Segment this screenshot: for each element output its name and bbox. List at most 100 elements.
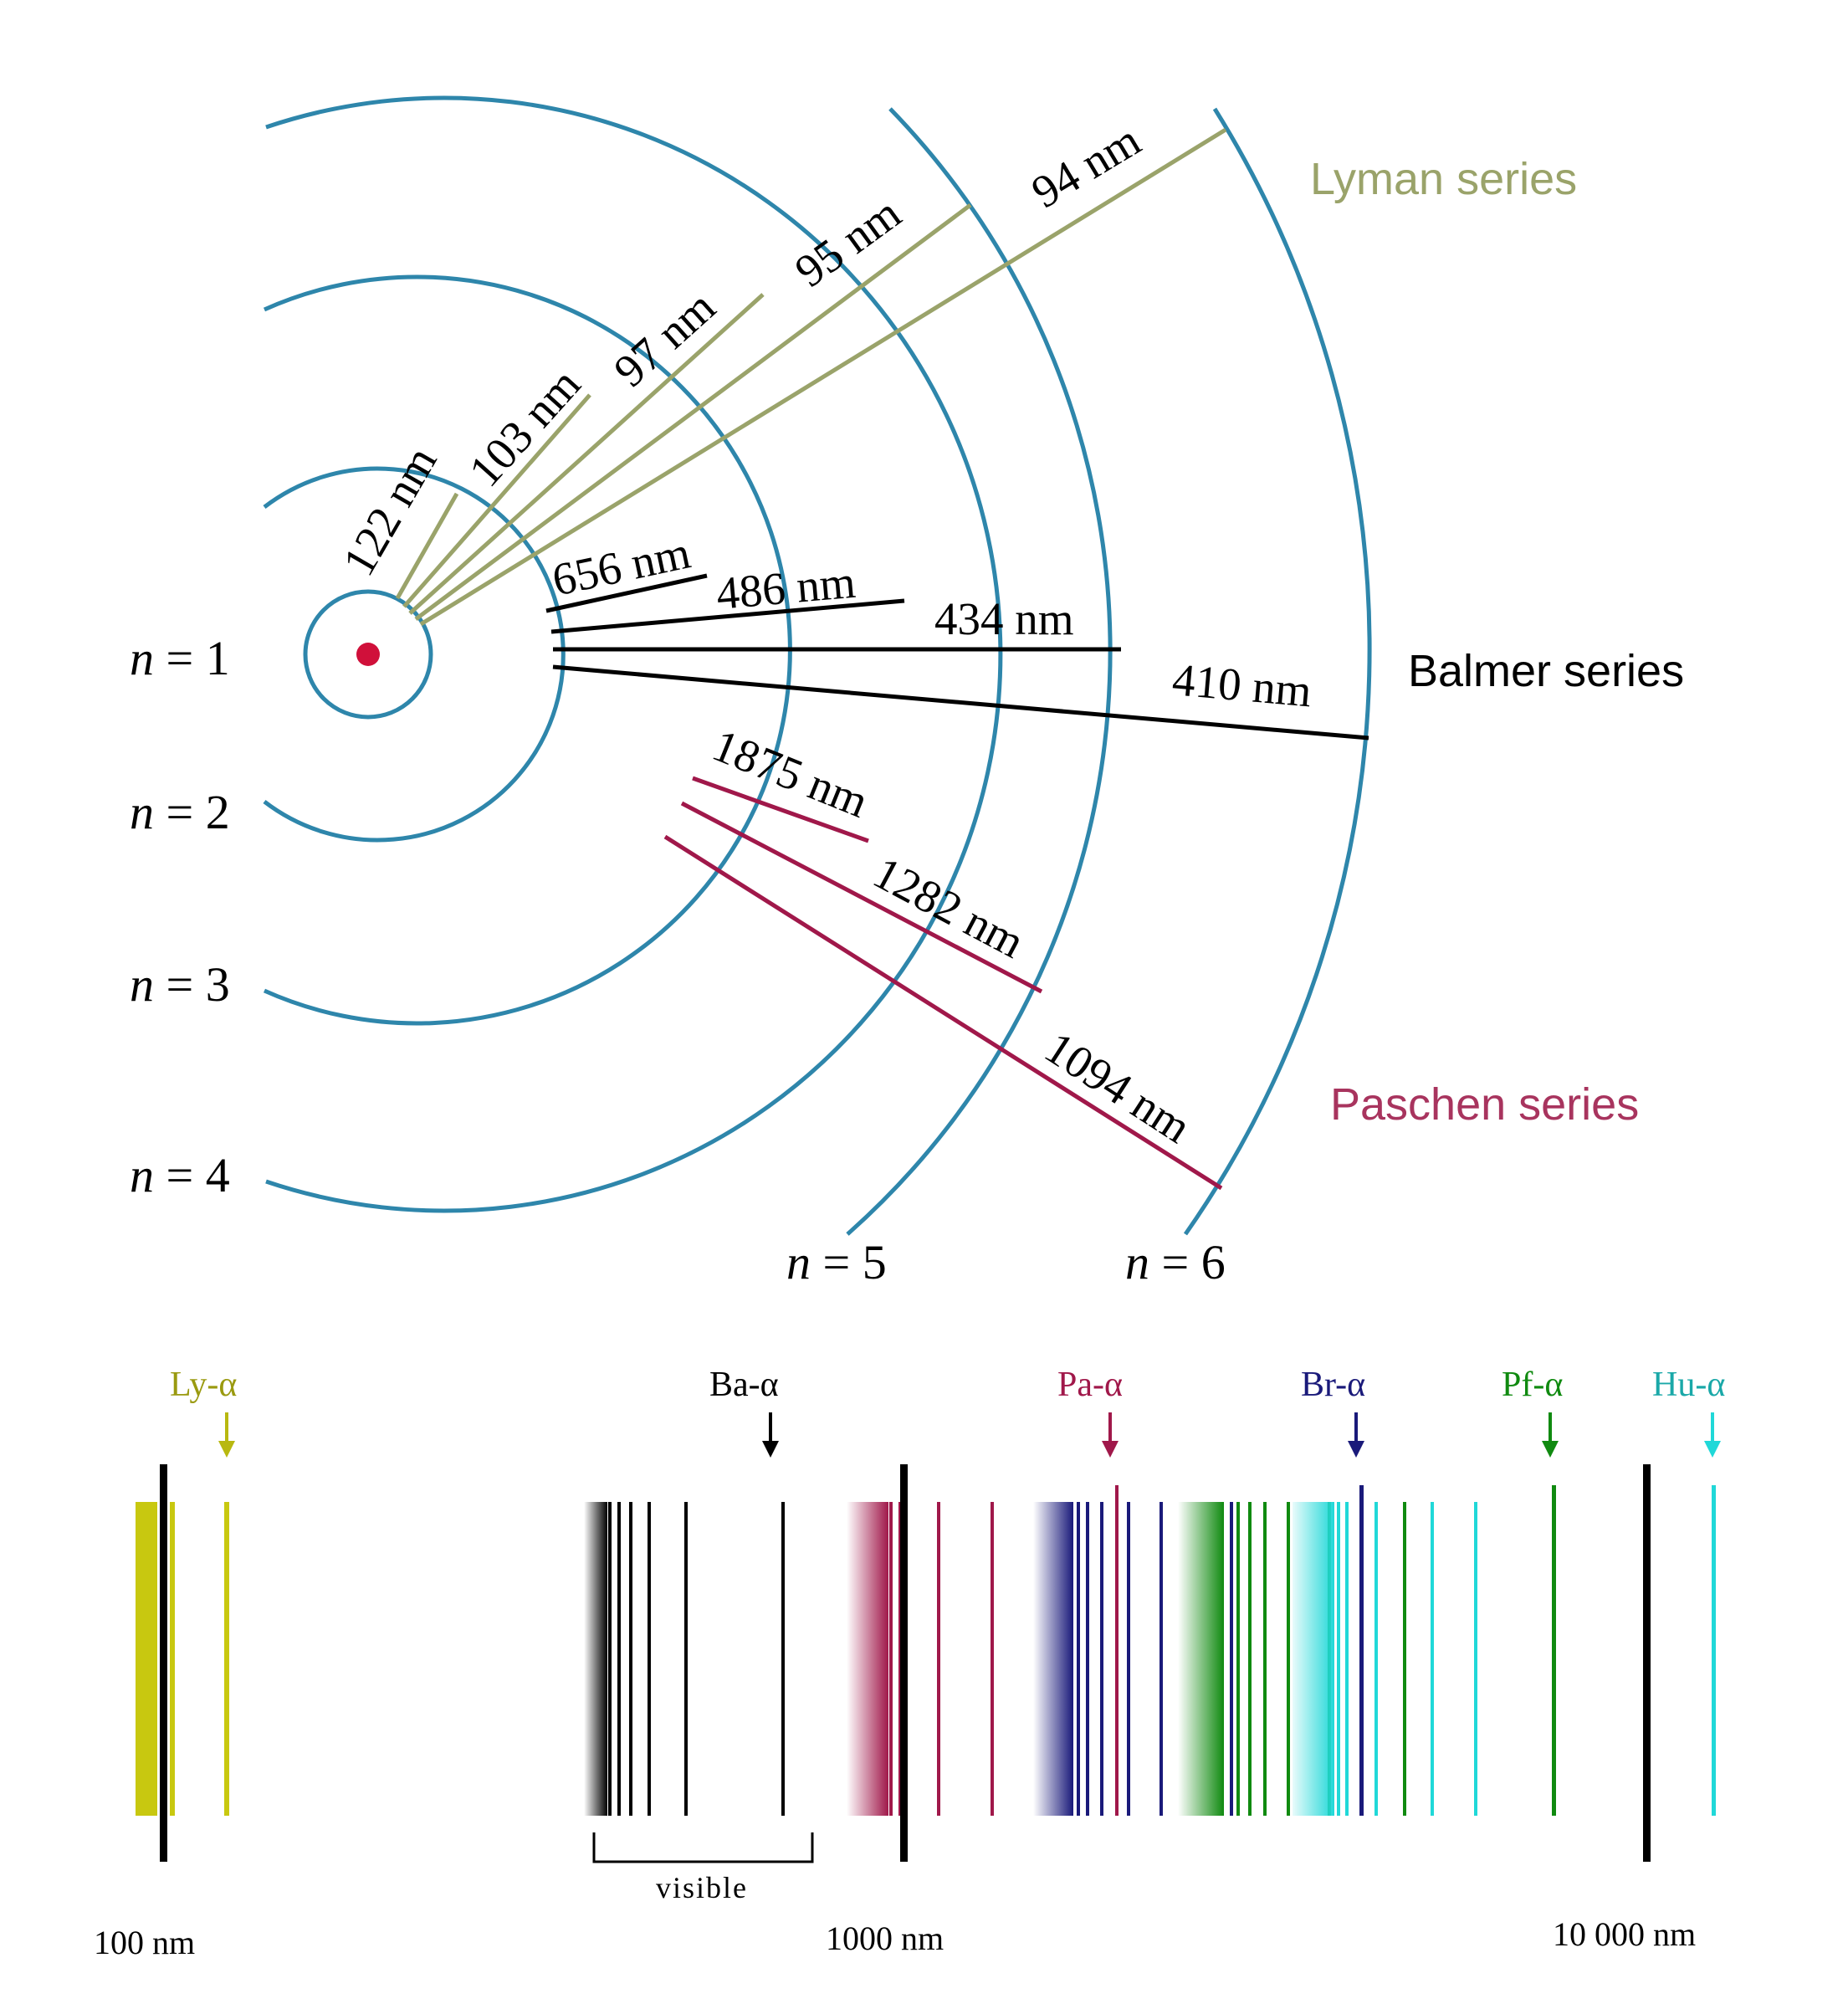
lyman-spectrum-lines: [136, 1502, 229, 1816]
scale-label-10000nm: 10 000 nm: [1553, 1915, 1696, 1953]
level-label-n3: n = 3: [130, 957, 230, 1012]
lyman-label-94: 94 nm: [1023, 114, 1149, 218]
balmer-series-label: Balmer series: [1408, 646, 1684, 696]
paschen-band: [847, 1502, 888, 1816]
level-label-n4: n = 4: [130, 1148, 230, 1202]
lyman-line-97: [408, 293, 765, 615]
brackett-line: [1086, 1502, 1089, 1816]
lyman-line-103: [402, 393, 591, 608]
marker-label: Br-α: [1301, 1366, 1365, 1404]
paschen-line-1094: [663, 834, 1223, 1191]
atom-diagram: 122 nm 103 nm 97 nm 95 nm 94 nm 656 nm 4…: [130, 95, 1684, 1289]
paschen-series-label: Paschen series: [1330, 1079, 1639, 1130]
paschen-line-1282: [680, 801, 1043, 994]
brackett-spectrum-lines: [1033, 1485, 1364, 1816]
visible-label: visible: [656, 1871, 748, 1904]
brackett-line: [1230, 1502, 1233, 1816]
humphreys-line: [1345, 1502, 1349, 1816]
lyman-label-103: 103 nm: [459, 358, 591, 496]
balmer-line: [617, 1502, 621, 1816]
pfund-line: [1236, 1502, 1240, 1816]
lyman-alpha-line: [224, 1502, 229, 1816]
humphreys-spectrum-lines: [1293, 1485, 1716, 1816]
arrow-down-icon: [218, 1441, 235, 1458]
pfund-line: [1248, 1502, 1252, 1816]
marker-ly-alpha: Ly-α: [170, 1366, 237, 1458]
balmer-band: [584, 1502, 607, 1816]
balmer-label-486: 486 nm: [714, 556, 857, 619]
pfund-line: [1287, 1502, 1290, 1816]
brackett-line: [1100, 1502, 1103, 1816]
balmer-line: [608, 1502, 612, 1816]
arrow-down-icon: [1542, 1441, 1559, 1458]
orbit-n6: [1183, 107, 1372, 1236]
humphreys-line: [1374, 1502, 1378, 1816]
scale-tick-100nm: [160, 1464, 167, 1862]
pfund-spectrum-lines: [1178, 1485, 1556, 1816]
humphreys-alpha-line: [1712, 1485, 1716, 1816]
marker-label: Pa-α: [1057, 1366, 1123, 1404]
lyman-line: [170, 1502, 175, 1816]
visible-bracket: [592, 1832, 814, 1863]
marker-ba-alpha: Ba-α: [709, 1366, 779, 1458]
marker-label: Hu-α: [1652, 1366, 1725, 1404]
balmer-line-410: [552, 664, 1369, 741]
marker-label: Ba-α: [709, 1366, 779, 1404]
level-label-n1: n = 1: [130, 631, 230, 685]
pfund-line: [1263, 1502, 1267, 1816]
balmer-line: [684, 1502, 688, 1816]
marker-br-alpha: Br-α: [1301, 1366, 1365, 1458]
lyman-label-122: 122 nm: [333, 438, 447, 584]
paschen-line: [937, 1502, 940, 1816]
pfund-band: [1178, 1502, 1224, 1816]
balmer-alpha-line: [781, 1502, 785, 1816]
brackett-line: [1077, 1502, 1080, 1816]
arrow-down-icon: [1348, 1441, 1364, 1458]
lyman-line-122: [395, 492, 459, 600]
paschen-line: [991, 1502, 994, 1816]
brackett-line: [1127, 1502, 1130, 1816]
humphreys-line: [1431, 1502, 1434, 1816]
paschen-line: [889, 1502, 893, 1816]
arrow-down-icon: [1102, 1441, 1119, 1458]
orbit-n4: [265, 95, 1003, 1213]
spectrum-chart: visible 100 nm 1000 nm 10 000 nm Ly-α Ba…: [94, 1366, 1725, 1961]
brackett-alpha-line: [1359, 1485, 1364, 1816]
humphreys-band: [1293, 1502, 1334, 1816]
balmer-line: [629, 1502, 632, 1816]
scale-tick-10000nm: [1643, 1464, 1651, 1862]
arrow-down-icon: [762, 1441, 779, 1458]
scale-tick-1000nm: [900, 1464, 908, 1862]
humphreys-line: [1474, 1502, 1477, 1816]
marker-pf-alpha: Pf-α: [1502, 1366, 1563, 1458]
balmer-spectrum-lines: [584, 1502, 785, 1816]
pfund-line: [1403, 1502, 1406, 1816]
humphreys-line: [1337, 1502, 1340, 1816]
paschen-line-1875: [692, 776, 869, 843]
lyman-line-94: [419, 127, 1227, 627]
balmer-label-434: 434 nm: [934, 593, 1074, 644]
balmer-line: [648, 1502, 651, 1816]
level-label-n2: n = 2: [130, 785, 230, 839]
nucleus: [356, 643, 380, 666]
level-label-n5: n = 5: [786, 1235, 887, 1289]
orbit-n1: [303, 589, 433, 720]
brackett-line: [1159, 1502, 1163, 1816]
scale-label-1000nm: 1000 nm: [826, 1919, 944, 1957]
level-label-n6: n = 6: [1125, 1235, 1226, 1289]
balmer-label-410: 410 nm: [1170, 653, 1313, 716]
brackett-band: [1033, 1502, 1073, 1816]
pfund-alpha-line: [1552, 1485, 1556, 1816]
marker-pa-alpha: Pa-α: [1057, 1366, 1123, 1458]
marker-label: Pf-α: [1502, 1366, 1563, 1404]
lyman-label-95: 95 nm: [786, 187, 909, 297]
paschen-alpha-line: [1115, 1485, 1119, 1816]
orbit-n2: [263, 466, 566, 843]
marker-label: Ly-α: [170, 1366, 237, 1404]
arrow-down-icon: [1704, 1441, 1721, 1458]
scale-label-100nm: 100 nm: [94, 1924, 195, 1961]
lyman-line-95: [414, 202, 972, 622]
lyman-series-label: Lyman series: [1310, 154, 1577, 204]
balmer-line-656: [545, 573, 708, 613]
